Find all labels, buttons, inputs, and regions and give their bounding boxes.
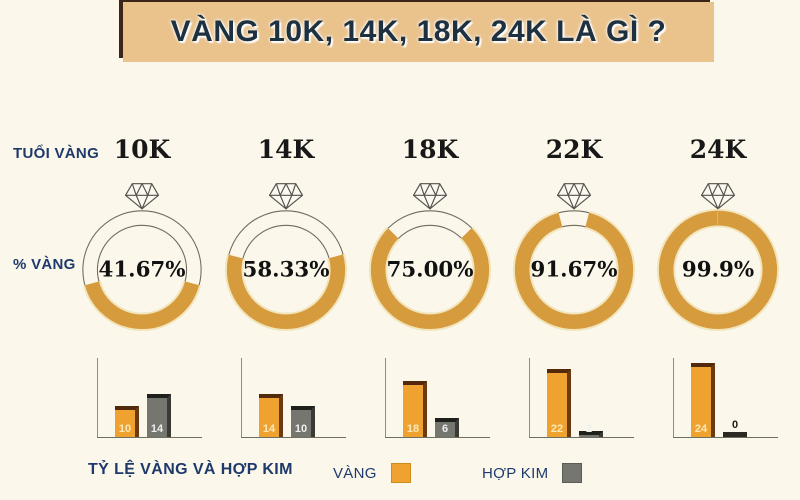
gold-bar: 18 [403, 381, 427, 437]
karat-label: 14K [257, 135, 315, 164]
ring-progress [512, 208, 636, 331]
legend-item-hopkim: HỢP KIM [482, 463, 583, 483]
bar-chart: 24 0 [656, 352, 780, 438]
gold-ring-graphic: 41.67% [80, 183, 204, 331]
legend-swatch-alloy [562, 463, 583, 483]
alloy-bar: 2 [579, 423, 603, 437]
karat-column-18k: 18K 75.00% 18 6 [358, 135, 502, 455]
gold-percent-value: 58.33% [243, 258, 330, 283]
bar-chart: 10 14 [80, 352, 204, 438]
gold-bar: 24 [691, 362, 715, 437]
karat-column-14k: 14K 58.33% 14 10 [214, 135, 358, 455]
karat-column-24k: 24K 99.9% 24 0 [646, 135, 790, 455]
karat-label: 22K [545, 135, 603, 164]
ring-progress [80, 208, 204, 331]
karat-label: 18K [401, 135, 459, 164]
ring-progress [368, 208, 492, 331]
gold-bar: 10 [115, 406, 139, 437]
gold-ring-graphic: 75.00% [368, 183, 492, 331]
title-banner: VÀNG 10K, 14K, 18K, 24K LÀ GÌ ? [123, 2, 714, 62]
legend-item-vang: VÀNG [333, 463, 411, 483]
legend-swatch-gold [390, 463, 411, 483]
karat-column-22k: 22K 91.67% 22 2 [502, 135, 646, 455]
row-label-karat-age: TUỔI VÀNG [13, 145, 100, 162]
legend-label-vang: VÀNG [333, 464, 377, 482]
alloy-bar: 6 [435, 418, 459, 437]
row-label-gold-percent: % VÀNG [13, 256, 76, 273]
alloy-bar: 14 [147, 393, 171, 437]
alloy-bar: 10 [291, 406, 315, 437]
ring-progress [656, 208, 780, 331]
legend-label-hopkim: HỢP KIM [482, 464, 549, 482]
bar-chart: 22 2 [512, 352, 636, 438]
bar-chart: 14 10 [224, 352, 348, 438]
alloy-bar: 0 [723, 419, 747, 437]
gold-bar: 22 [547, 368, 571, 437]
diamond-icon [412, 183, 448, 210]
gold-percent-value: 75.00% [387, 258, 474, 283]
bar-chart: 18 6 [368, 352, 492, 438]
karat-label: 10K [113, 135, 171, 164]
karat-columns: 10K 41.67% 10 14 14K [70, 135, 790, 455]
ring-progress [224, 208, 348, 331]
gold-bar: 14 [259, 393, 283, 437]
gold-ring-graphic: 58.33% [224, 183, 348, 331]
gold-percent-value: 91.67% [531, 258, 618, 283]
gold-percent-value: 99.9% [682, 258, 754, 283]
gold-percent-value: 41.67% [99, 258, 186, 283]
diamond-icon [268, 183, 304, 210]
gold-ring-graphic: 99.9% [656, 183, 780, 331]
diamond-icon [700, 183, 736, 210]
karat-column-10k: 10K 41.67% 10 14 [70, 135, 214, 455]
page-title: VÀNG 10K, 14K, 18K, 24K LÀ GÌ ? [170, 15, 667, 48]
footer-title: TỶ LỆ VÀNG VÀ HỢP KIM [88, 461, 293, 478]
karat-label: 24K [689, 135, 747, 164]
gold-ring-graphic: 91.67% [512, 183, 636, 331]
diamond-icon [124, 183, 160, 210]
diamond-icon [556, 183, 592, 210]
